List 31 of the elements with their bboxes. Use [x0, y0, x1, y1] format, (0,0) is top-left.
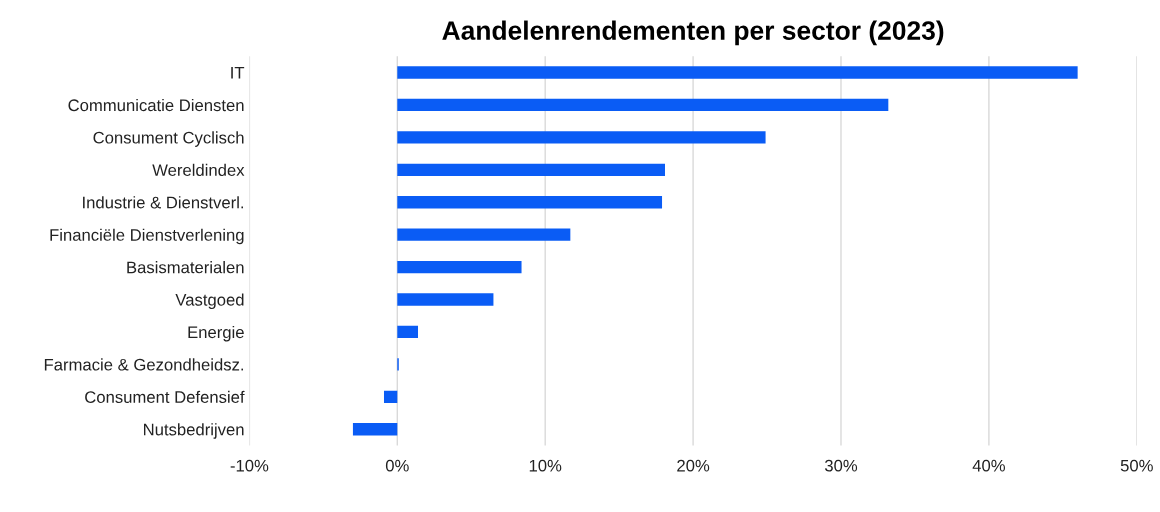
- bar: [397, 131, 766, 144]
- y-tick-label: Communicatie Diensten: [68, 98, 244, 112]
- bar: [383, 390, 398, 403]
- x-tick-label: 50%: [1120, 459, 1153, 472]
- y-tick-label: Financiële Dienstverlening: [50, 228, 244, 245]
- bar: [397, 228, 571, 241]
- y-tick-label: Energie: [188, 325, 244, 342]
- x-tick-label: 40%: [972, 459, 1005, 472]
- bar: [397, 260, 522, 274]
- x-tick-label: 20%: [677, 459, 710, 472]
- y-tick-label: Basismaterialen: [127, 261, 244, 274]
- y-tick-label: IT: [231, 67, 245, 79]
- y-tick-label: Consument Defensief: [85, 390, 245, 403]
- y-tick-label: Wereldindex: [152, 163, 245, 177]
- bar: [352, 423, 398, 436]
- x-tick-label: 30%: [824, 459, 858, 472]
- x-tick-label: 0%: [385, 459, 409, 472]
- y-tick-label: Vastgoed: [175, 293, 244, 310]
- bar: [397, 196, 663, 209]
- x-tick-label: -10%: [230, 459, 269, 472]
- y-tick-label: Industrie & Dienstverl.: [83, 196, 244, 209]
- x-tick-label: 10%: [529, 459, 562, 472]
- y-tick-label: Nutsbedrijven: [144, 423, 244, 439]
- bar: [397, 163, 665, 176]
- bar: [397, 66, 1078, 79]
- y-tick-label: Farmacie & Gezondheidsz.: [44, 358, 244, 371]
- bar: [397, 98, 889, 112]
- y-tick-label: Consument Cyclisch: [93, 131, 244, 147]
- chart-title: Aandelenrendementen per sector (2023): [442, 20, 944, 46]
- bar: [397, 293, 494, 306]
- bar: [397, 325, 419, 339]
